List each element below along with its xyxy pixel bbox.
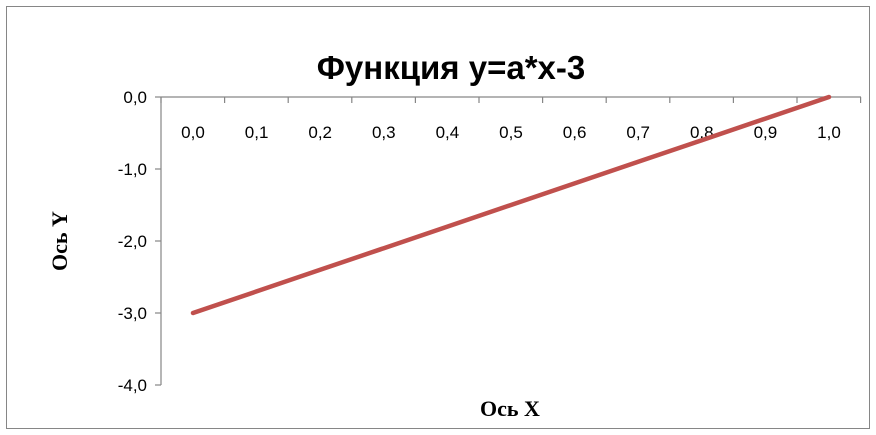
plot-area: 0,0 -1,0 -2,0 -3,0 -4,0 0,0 0,1 0,2 0,3 0,4 0,5 0,6… (118, 88, 862, 395)
y-tick-label: -3,0 (118, 304, 147, 323)
x-tick-label: 0,1 (245, 123, 269, 142)
chart-title: Функция y=a*x-3 (317, 49, 585, 86)
x-tick-label: 0,5 (499, 123, 523, 142)
x-tick-label: 1,0 (817, 123, 841, 142)
x-tick-label: 0,2 (308, 123, 332, 142)
x-tick-label: 0,4 (436, 123, 460, 142)
series-line (190, 94, 832, 316)
y-tick-label: -1,0 (118, 160, 147, 179)
y-tick-label: -2,0 (118, 232, 147, 251)
chart-border (6, 6, 870, 429)
y-axis-title: Ось Y (47, 211, 72, 271)
y-tick-label: -4,0 (118, 376, 147, 395)
x-tick-label: 0,7 (626, 123, 650, 142)
x-tick-label: 0,6 (563, 123, 587, 142)
x-tick-label: 0,3 (372, 123, 396, 142)
x-tick-label: 0,0 (181, 123, 205, 142)
x-axis-title: Ось X (480, 396, 540, 421)
x-tick-label: 0,9 (754, 123, 778, 142)
y-tick-label: 0,0 (123, 88, 147, 107)
